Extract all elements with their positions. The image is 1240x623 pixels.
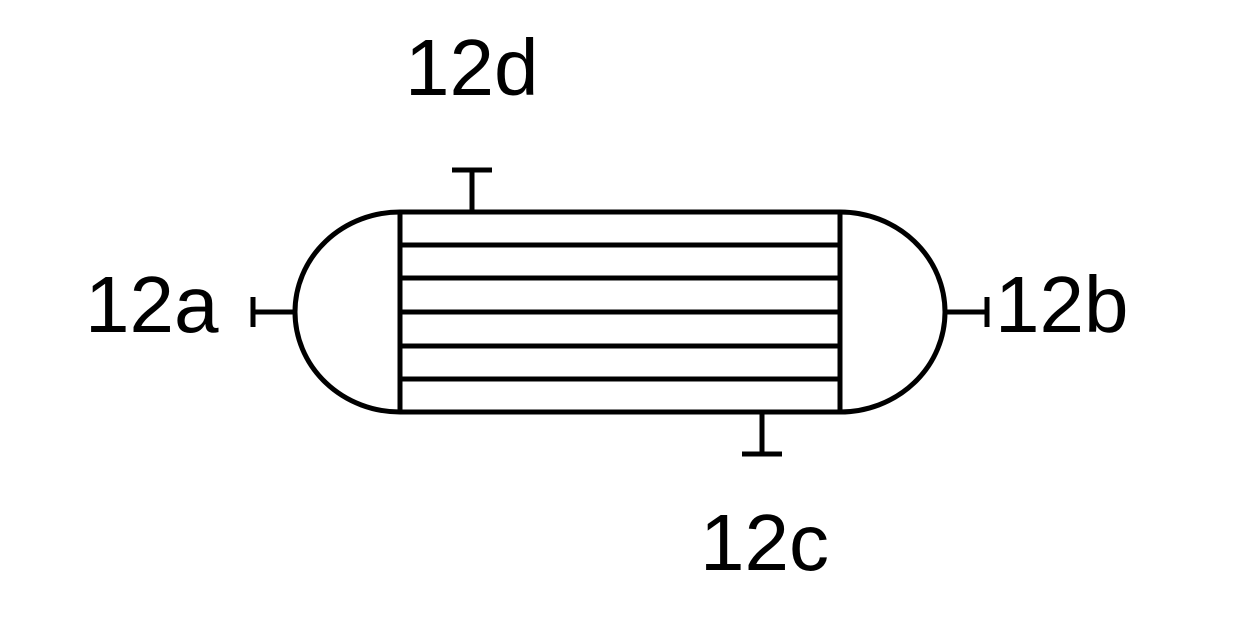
label-12d: 12d	[405, 23, 538, 112]
label-12c: 12c	[700, 498, 829, 587]
heat-exchanger-diagram: 12a 12b 12d 12c	[0, 0, 1240, 623]
label-12a: 12a	[85, 260, 219, 349]
labels: 12a 12b 12d 12c	[85, 23, 1128, 587]
vessel	[295, 212, 945, 412]
label-12b: 12b	[995, 260, 1128, 349]
